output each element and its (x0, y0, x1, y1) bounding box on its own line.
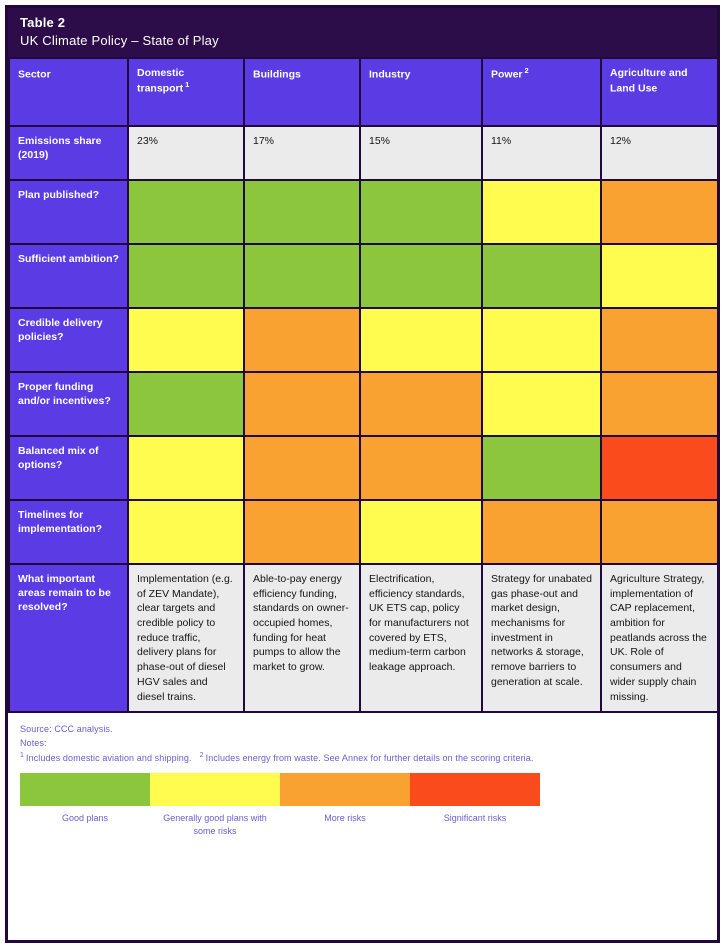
credible-delivery-policies-row: Credible delivery policies? (8, 307, 717, 373)
source-line: Source: CCC analysis. (20, 724, 113, 735)
resolved-text-domestic-transport: Implementation (e.g. of ZEV Mandate), cl… (127, 562, 245, 714)
legend-label-more-risks: More risks (324, 813, 366, 823)
row-label-areas-to-be-resolved: What important areas remain to be resolv… (8, 562, 129, 714)
legend-swatch-significant-risks (410, 773, 540, 806)
resolved-text-buildings: Able-to-pay energy efficiency funding, s… (243, 562, 361, 714)
rating-cell (359, 435, 483, 501)
rating-cell (359, 499, 483, 565)
rating-cell (600, 371, 717, 437)
notes-label: Notes: (20, 738, 47, 749)
row-label-timelines-implementation: Timelines for implementation? (8, 499, 129, 565)
rating-cell (243, 435, 361, 501)
rating-cell (243, 371, 361, 437)
rating-cell (127, 371, 245, 437)
row-label-balanced-mix-options: Balanced mix of options? (8, 435, 129, 501)
rating-cell (243, 179, 361, 245)
legend-swatch-more-risks (280, 773, 410, 806)
resolved-text-agriculture: Agriculture Strategy, implementation of … (600, 562, 717, 714)
rating-cell (481, 179, 602, 245)
rating-cell (481, 307, 602, 373)
rating-cell (600, 307, 717, 373)
row-label-proper-funding-incentives: Proper funding and/or incentives? (8, 371, 129, 437)
proper-funding-incentives-row: Proper funding and/or incentives? (8, 371, 717, 437)
rating-cell (127, 243, 245, 309)
column-header-industry: Industry (359, 57, 483, 127)
resolved-text-power: Strategy for unabated gas phase-out and … (481, 562, 602, 714)
legend-item-good: Good plans (20, 773, 150, 837)
legend-swatch-generally-good (150, 773, 280, 806)
rating-cell (600, 179, 717, 245)
row-label-plan-published: Plan published? (8, 179, 129, 245)
emissions-value: 23% (127, 125, 245, 181)
column-header-sector: Sector (8, 57, 129, 127)
balanced-mix-options-row: Balanced mix of options? (8, 435, 717, 501)
rating-cell (359, 243, 483, 309)
rating-cell (127, 179, 245, 245)
table-number-label: Table 2 (20, 15, 66, 30)
resolved-text-industry: Electrification, efficiency standards, U… (359, 562, 483, 714)
rating-cell (481, 243, 602, 309)
title-bar: Table 2 UK Climate Policy – State of Pla… (8, 8, 717, 57)
policy-assessment-table: Sector Domestic transport 1 Buildings Ind… (8, 57, 717, 714)
timelines-implementation-row: Timelines for implementation? (8, 499, 717, 565)
column-header-domestic-transport: Domestic transport 1 (127, 57, 245, 127)
source-notes-block: Source: CCC analysis. Notes: 1 Includes d… (8, 713, 717, 766)
rating-cell (359, 371, 483, 437)
column-header-buildings: Buildings (243, 57, 361, 127)
row-label-credible-delivery-policies: Credible delivery policies? (8, 307, 129, 373)
note-1-text: Includes domestic aviation and shipping. (26, 753, 192, 764)
note-1-marker: 1 (20, 752, 24, 760)
legend-label-good: Good plans (61, 813, 109, 823)
rating-cell (481, 499, 602, 565)
rating-cell (359, 179, 483, 245)
legend-label-generally-good: Generally good plans with some risks (163, 813, 267, 836)
emissions-share-row: Emissions share (2019) 23% 17% 15% 11% 1… (8, 125, 717, 181)
rating-cell (243, 307, 361, 373)
table-header-row: Sector Domestic transport 1 Buildings Ind… (8, 57, 717, 127)
emissions-value: 15% (359, 125, 483, 181)
note-2-text: Includes energy from waste. See Annex fo… (205, 753, 534, 764)
rating-cell (600, 243, 717, 309)
legend-item-significant-risks: Significant risks (410, 773, 540, 837)
emissions-value: 12% (600, 125, 717, 181)
sufficient-ambition-row: Sufficient ambition? (8, 243, 717, 309)
rating-cell (481, 435, 602, 501)
emissions-value: 11% (481, 125, 602, 181)
legend-item-generally-good: Generally good plans with some risks (150, 773, 280, 837)
column-header-agriculture-land-use: Agriculture and Land Use (600, 57, 717, 127)
note-2-marker: 2 (199, 752, 204, 760)
rating-cell (600, 435, 717, 501)
emissions-value: 17% (243, 125, 361, 181)
plan-published-row: Plan published? (8, 179, 717, 245)
row-label-sufficient-ambition: Sufficient ambition? (8, 243, 129, 309)
page-title: UK Climate Policy – State of Play (20, 33, 219, 48)
legend-swatch-good (20, 773, 150, 806)
areas-to-be-resolved-row: What important areas remain to be resolv… (8, 562, 717, 714)
rating-cell (359, 307, 483, 373)
row-label-emissions-share: Emissions share (2019) (8, 125, 129, 181)
rating-cell (127, 307, 245, 373)
rating-cell (127, 499, 245, 565)
legend-label-significant-risks: Significant risks (443, 813, 507, 823)
rating-legend: Good plans Generally good plans with som… (20, 773, 540, 837)
column-header-power: Power 2 (481, 57, 602, 127)
rating-cell (243, 243, 361, 309)
rating-cell (127, 435, 245, 501)
rating-cell (481, 371, 602, 437)
rating-cell (243, 499, 361, 565)
rating-cell (600, 499, 717, 565)
legend-item-more-risks: More risks (280, 773, 410, 837)
page-frame: Table 2 UK Climate Policy – State of Pla… (5, 5, 720, 943)
notes-line: 1 Includes domestic aviation and shipping… (20, 751, 705, 766)
